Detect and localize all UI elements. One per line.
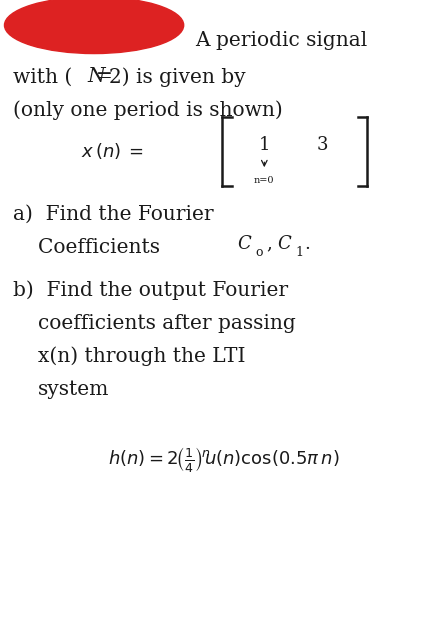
Text: .: . <box>305 235 310 253</box>
Ellipse shape <box>4 0 184 54</box>
Text: Coefficients: Coefficients <box>38 238 167 257</box>
Text: (only one period is shown): (only one period is shown) <box>13 100 283 120</box>
Text: ,: , <box>267 235 272 253</box>
Text: x(n) through the LTI: x(n) through the LTI <box>38 346 246 366</box>
Text: coefficients after passing: coefficients after passing <box>38 314 296 333</box>
Text: 2) is given by: 2) is given by <box>105 67 246 87</box>
Text: =: = <box>96 67 113 86</box>
Text: o: o <box>255 246 263 259</box>
Text: N: N <box>87 67 105 86</box>
Text: n=0: n=0 <box>254 176 275 185</box>
Text: A periodic signal: A periodic signal <box>195 32 367 50</box>
Text: 1: 1 <box>296 246 304 259</box>
Text: 1: 1 <box>258 136 270 154</box>
Text: with (: with ( <box>13 67 73 86</box>
Text: system: system <box>38 380 109 399</box>
Text: $x\,(n)\;=\;$: $x\,(n)\;=\;$ <box>81 141 144 161</box>
Text: 3: 3 <box>317 136 328 154</box>
Text: a)  Find the Fourier: a) Find the Fourier <box>13 205 214 224</box>
Text: b)  Find the output Fourier: b) Find the output Fourier <box>13 280 289 300</box>
Text: C: C <box>278 235 292 253</box>
Text: $h(n) = 2\!\left(\frac{1}{4}\right)^{\!n}\!\! u(n)\cos\!\left(0.5\pi\, n\right)$: $h(n) = 2\!\left(\frac{1}{4}\right)^{\!n… <box>108 445 340 474</box>
Text: C: C <box>237 235 251 253</box>
